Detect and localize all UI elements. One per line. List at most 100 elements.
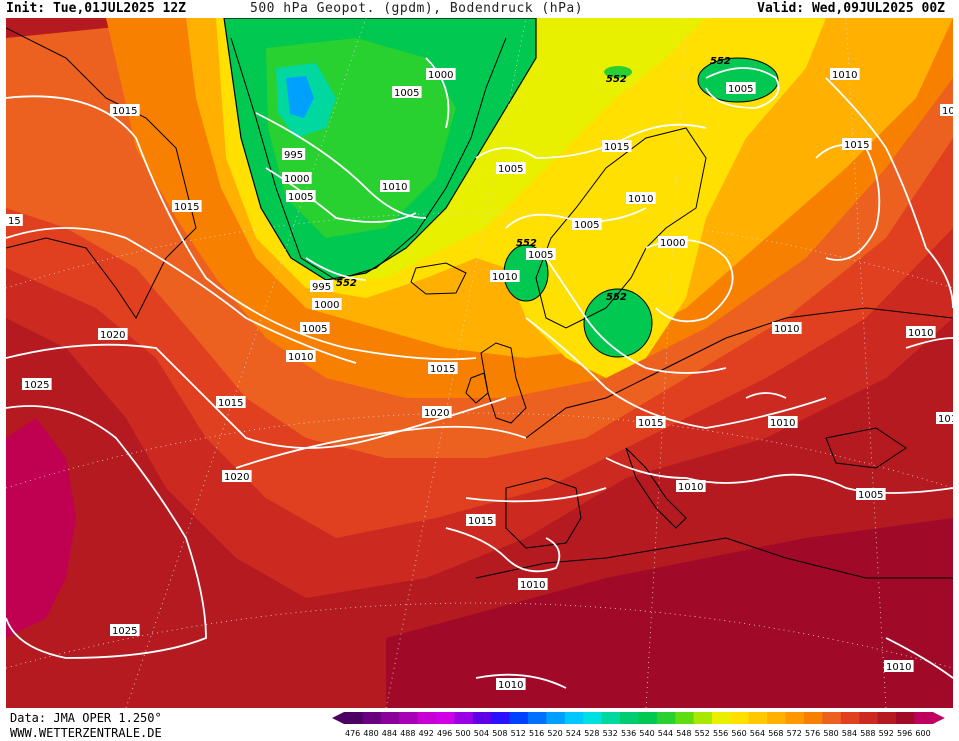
geopot-label: 552 (606, 292, 627, 303)
isobar-label-text: 1015 (112, 106, 137, 117)
geopot-label: 552 (336, 278, 357, 289)
scale-label: 584 (842, 729, 857, 738)
scale-label: 516 (529, 729, 544, 738)
isobar-label-bg (312, 298, 342, 310)
color-scale: 476 480 484 488 492 496 500 504 508 512 516 520 524 5… (332, 712, 945, 738)
isobar-label-text: 1010 (382, 182, 407, 193)
isobar-label-text: 1010 (942, 106, 953, 117)
isobar-label-text: 1000 (284, 174, 309, 185)
isobar-label: 1010 (940, 104, 953, 117)
isobar-label-bg (856, 488, 886, 500)
isobar-label-bg (282, 172, 312, 184)
isobar-label-bg (526, 248, 556, 260)
isobar-label-bg (286, 190, 316, 202)
scale-swatch (877, 712, 897, 724)
scale-swatch (730, 712, 750, 724)
isobar-label-bg (936, 412, 953, 424)
isobar-label-text: 1010 (770, 418, 795, 429)
isobar-label: 1010 (380, 180, 410, 193)
isobar-label: 1000 (282, 172, 312, 185)
scale-label: 552 (695, 729, 710, 738)
isobar-label-text: 1010 (678, 482, 703, 493)
init-time: Init: Tue,01JUL2025 12Z (6, 1, 187, 16)
isobar-label-bg (222, 470, 252, 482)
isobar-labels: 1000 1005 995 1000 1005 1010 1015 1015 15 995 1000… (6, 68, 953, 691)
isobar-label-text: 15 (8, 216, 21, 227)
scale-swatch (896, 712, 915, 724)
coast-iberia (505, 477, 582, 549)
isobar-label-text: 1015 (468, 516, 493, 527)
isobar-label-bg (940, 104, 953, 116)
trough-deep (286, 76, 314, 118)
scale-label: 556 (713, 729, 728, 738)
isobar-label-bg (768, 416, 798, 428)
isobar-label-text: 1020 (100, 330, 125, 341)
isobar-label: 1020 (422, 406, 452, 419)
scale-label: 592 (879, 729, 894, 738)
isobar-label: 995 (310, 280, 334, 293)
isobar-label-text: 1010 (628, 194, 653, 205)
scale-label: 572 (787, 729, 802, 738)
isobar-label: 1015 (216, 396, 246, 409)
scale-swatch (767, 712, 787, 724)
scale-swatch (840, 712, 860, 724)
isobar-label-bg (490, 270, 520, 282)
isobar-label: 1010 (496, 678, 526, 691)
isobar-label-text: 1025 (24, 380, 49, 391)
geopotential-labels: 552 552 552 552 552 552 (336, 56, 731, 303)
isobar-label-text: 1015 (844, 140, 869, 151)
coastlines (6, 27, 953, 579)
scale-label: 512 (511, 729, 526, 738)
scale-swatch (564, 712, 584, 724)
isobar-label-text: 1010 (520, 580, 545, 591)
scale-label: 480 (363, 729, 378, 738)
isobar-label-text: 1015 (430, 364, 455, 375)
isobar-label-bg (518, 578, 548, 590)
isobar-label: 1010 (936, 412, 953, 425)
coast-africa (475, 537, 953, 579)
isobar-label-bg (110, 624, 140, 636)
isobar-label: 1005 (300, 322, 330, 335)
isobar-label: 1000 (312, 298, 342, 311)
isobar-label-bg (216, 396, 246, 408)
scale-label: 532 (603, 729, 618, 738)
isobar-label: 1010 (286, 350, 316, 363)
coast-ireland (465, 372, 489, 404)
isobar-label: 1000 (426, 68, 456, 81)
ridge-core-africa (386, 518, 953, 708)
isobar-label-bg (772, 322, 802, 334)
scale-label: 508 (492, 729, 507, 738)
isobar-label-text: 1000 (660, 238, 685, 249)
isobar-label-bg (636, 416, 666, 428)
scale-swatch (528, 712, 547, 724)
source-url: WWW.WETTERZENTRALE.DE (10, 726, 162, 740)
geopot-label: 552 (710, 56, 731, 67)
scale-label: 492 (419, 729, 434, 738)
scale-label: 524 (566, 729, 581, 738)
scale-swatch (399, 712, 419, 724)
isobar-label: 15 (6, 214, 23, 227)
isobar-label: 1005 (392, 86, 422, 99)
scale-swatch (509, 712, 529, 724)
isobar-label-bg (286, 350, 316, 362)
map-title: 500 hPa Geopot. (gpdm), Bodendruck (hPa) (250, 1, 584, 16)
ridge-core-atlantic (6, 418, 76, 638)
isobar-label-bg (392, 86, 422, 98)
isobar-label-bg (496, 678, 526, 690)
isobar-label-text: 1025 (112, 626, 137, 637)
weather-map: 552 552 552 552 552 552 1000 1005 995 1000 1… (6, 18, 953, 708)
isobar-label: 1010 (490, 270, 520, 283)
scale-label: 596 (897, 729, 912, 738)
isobar-label-bg (282, 148, 306, 160)
scale-swatch (362, 712, 382, 724)
isobar-label-text: 1005 (728, 84, 753, 95)
scale-label: 536 (621, 729, 636, 738)
scale-label: 520 (547, 729, 562, 738)
isobar-label: 1000 (658, 236, 688, 249)
isobar-label-bg (310, 280, 334, 292)
isobars (6, 57, 953, 689)
isobar-label-text: 1000 (314, 300, 339, 311)
scale-label: 560 (731, 729, 746, 738)
coast-scandinavia (535, 127, 707, 329)
scale-arrow-low (332, 712, 344, 724)
